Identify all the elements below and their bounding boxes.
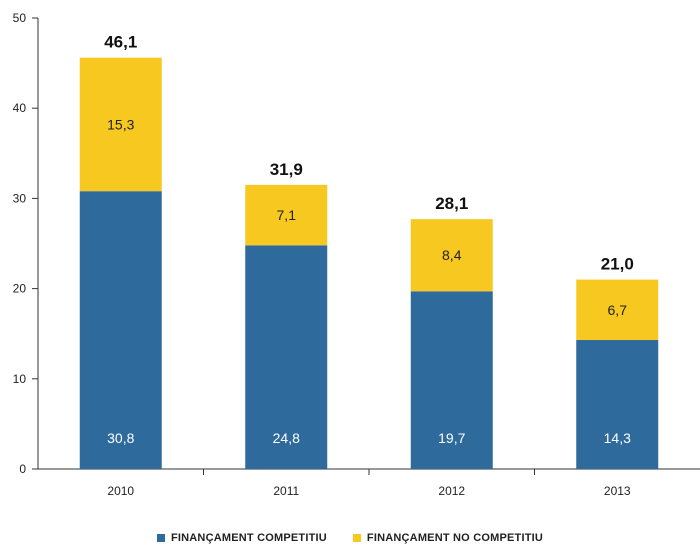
data-label-competitiu: 30,8 [107, 430, 134, 446]
stacked-bar-chart: 0 10 20 30 40 50 30,8 15,3 46,1 2010 24,8 7,1 31,9 2… [13, 11, 700, 498]
data-label-competitiu: 24,8 [273, 430, 300, 446]
data-label-no-competitiu: 7,1 [277, 207, 297, 223]
legend-label-no-competitiu: FINANÇAMENT NO COMPETITIU [366, 532, 544, 544]
bar-segment-no-competitiu [79, 57, 162, 192]
bar-segment-no-competitiu [576, 279, 659, 341]
total-label: 46,1 [104, 33, 137, 52]
y-tick-label: 20 [13, 282, 27, 296]
y-tick-label: 50 [13, 11, 27, 25]
bars [79, 57, 659, 469]
y-tick-label: 40 [13, 101, 27, 115]
data-label-competitiu: 19,7 [438, 430, 465, 446]
y-tick-label: 10 [13, 372, 27, 386]
legend-label-competitiu: FINANÇAMENT COMPETITIU [170, 532, 327, 544]
total-label: 31,9 [270, 160, 303, 179]
data-label-no-competitiu: 8,4 [442, 247, 462, 263]
total-label: 21,0 [601, 255, 634, 274]
x-category-label: 2010 [107, 484, 134, 498]
labels: 30,8 15,3 46,1 2010 24,8 7,1 31,9 2011 19,7 8,4 28… [104, 33, 634, 498]
legend-swatch-no-competitiu [352, 534, 361, 542]
legend-item-competitiu: FINANÇAMENT COMPETITIU [156, 532, 327, 544]
data-label-competitiu: 14,3 [604, 430, 631, 446]
bar-segment-competitiu [245, 245, 328, 469]
data-label-no-competitiu: 6,7 [608, 302, 628, 318]
x-category-label: 2011 [273, 484, 299, 498]
bar-segment-no-competitiu [245, 184, 328, 246]
bar-segment-competitiu [79, 191, 162, 469]
x-category-label: 2012 [438, 484, 465, 498]
data-label-no-competitiu: 15,3 [107, 116, 134, 132]
y-tick-label: 30 [13, 191, 27, 205]
legend: FINANÇAMENT COMPETITIU FINANÇAMENT NO CO… [0, 532, 700, 544]
y-tick-label: 0 [19, 462, 26, 476]
bar-segment-competitiu [410, 291, 493, 469]
total-label: 28,1 [435, 194, 468, 213]
bar-segment-competitiu [576, 340, 659, 469]
legend-item-no-competitiu: FINANÇAMENT NO COMPETITIU [352, 532, 544, 544]
legend-swatch-competitiu [156, 534, 165, 542]
x-category-label: 2013 [604, 484, 631, 498]
bar-segment-no-competitiu [410, 219, 493, 292]
